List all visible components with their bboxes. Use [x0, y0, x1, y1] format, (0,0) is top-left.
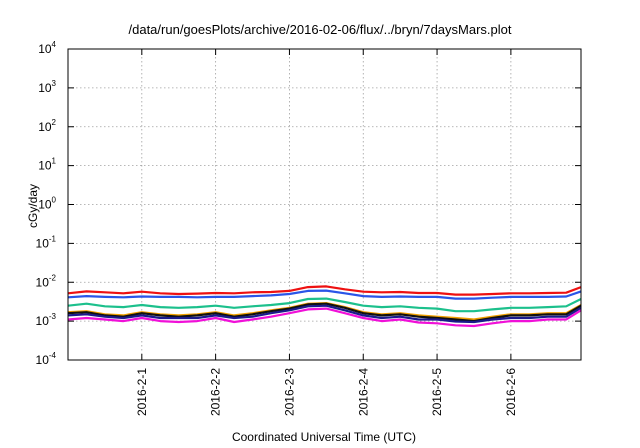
data-series — [67, 285, 582, 328]
y-axis-ticks: 10-4 10-3 10-2 10-1 100 101 102 103 104 — [36, 40, 581, 367]
y-tick-label: 10-4 — [36, 351, 57, 367]
y-axis-label: cGy/day — [26, 184, 40, 228]
x-tick-label: 2016-2-3 — [282, 368, 296, 416]
series-line-teal — [67, 297, 582, 313]
grid-lines — [68, 49, 581, 360]
y-tick-label: 101 — [38, 157, 56, 173]
chart-title: /data/run/goesPlots/archive/2016-02-06/f… — [129, 22, 512, 37]
x-tick-label: 2016-2-1 — [135, 368, 149, 416]
y-tick-label: 103 — [38, 79, 56, 95]
y-tick-label: 10-2 — [36, 273, 57, 289]
series-line-magenta — [67, 307, 582, 328]
x-tick-label: 2016-2-5 — [430, 368, 444, 416]
x-axis-ticks: 2016-2-1 2016-2-2 2016-2-3 2016-2-4 2016-2-5… — [135, 49, 518, 416]
x-tick-label: 2016-2-2 — [209, 368, 223, 416]
y-tick-label: 100 — [38, 196, 56, 212]
series-line-navy — [67, 304, 582, 324]
series-line-red — [67, 285, 582, 296]
y-tick-label: 102 — [38, 118, 56, 134]
x-tick-label: 2016-2-4 — [356, 368, 370, 416]
y-tick-label: 10-3 — [36, 312, 57, 328]
series-line-blue — [67, 289, 582, 300]
x-axis-label: Coordinated Universal Time (UTC) — [232, 430, 416, 444]
series-line-black — [67, 302, 582, 323]
y-tick-label: 104 — [38, 40, 56, 56]
y-tick-label: 10-1 — [36, 234, 57, 250]
x-tick-label: 2016-2-6 — [504, 368, 518, 416]
